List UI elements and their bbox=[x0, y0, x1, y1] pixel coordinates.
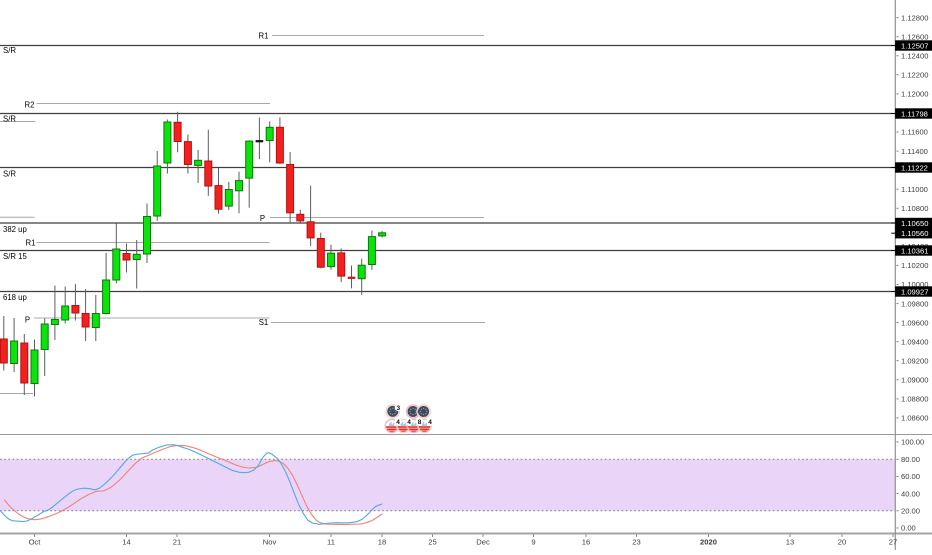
svg-text:80.00: 80.00 bbox=[901, 455, 920, 464]
svg-text:4: 4 bbox=[396, 419, 400, 426]
svg-text:1.11400: 1.11400 bbox=[901, 147, 928, 156]
svg-text:1.11600: 1.11600 bbox=[901, 128, 928, 137]
svg-text:25: 25 bbox=[428, 538, 436, 547]
svg-text:1.09927: 1.09927 bbox=[901, 287, 928, 296]
svg-text:40.00: 40.00 bbox=[901, 489, 920, 498]
svg-text:1.10650: 1.10650 bbox=[901, 219, 928, 228]
svg-text:11: 11 bbox=[327, 538, 335, 547]
svg-text:1.10000: 1.10000 bbox=[901, 280, 928, 289]
svg-text:1.08600: 1.08600 bbox=[901, 414, 928, 423]
svg-text:P: P bbox=[25, 316, 30, 325]
svg-text:100.00: 100.00 bbox=[901, 438, 924, 447]
svg-text:3: 3 bbox=[396, 405, 400, 412]
svg-text:R1: R1 bbox=[26, 238, 36, 247]
svg-text:8: 8 bbox=[418, 419, 422, 426]
svg-text:R1: R1 bbox=[259, 32, 269, 41]
svg-text:1.11798: 1.11798 bbox=[901, 109, 928, 118]
svg-text:16: 16 bbox=[582, 538, 590, 547]
svg-text:1.09400: 1.09400 bbox=[901, 337, 928, 346]
svg-text:27: 27 bbox=[889, 538, 897, 547]
svg-text:0.00: 0.00 bbox=[901, 524, 916, 533]
svg-text:1.11222: 1.11222 bbox=[901, 163, 928, 172]
svg-text:4: 4 bbox=[407, 419, 411, 426]
svg-text:S1: S1 bbox=[259, 318, 269, 327]
svg-text:618 up: 618 up bbox=[3, 293, 28, 302]
svg-text:1.12200: 1.12200 bbox=[901, 71, 928, 80]
svg-text:S/R 15: S/R 15 bbox=[3, 252, 27, 261]
svg-text:20.00: 20.00 bbox=[901, 507, 920, 516]
svg-text:1.09200: 1.09200 bbox=[901, 356, 928, 365]
svg-text:S/R: S/R bbox=[3, 169, 16, 178]
svg-text:1.12000: 1.12000 bbox=[901, 90, 928, 99]
svg-text:S/R: S/R bbox=[3, 46, 16, 55]
svg-text:1.08800: 1.08800 bbox=[901, 395, 928, 404]
svg-text:60.00: 60.00 bbox=[901, 472, 920, 481]
svg-text:382 up: 382 up bbox=[3, 225, 28, 234]
svg-text:1.12400: 1.12400 bbox=[901, 52, 928, 61]
svg-text:Dec: Dec bbox=[476, 538, 490, 547]
svg-text:P: P bbox=[260, 214, 265, 223]
svg-text:R2: R2 bbox=[25, 101, 35, 110]
svg-text:13: 13 bbox=[786, 538, 794, 547]
svg-text:9: 9 bbox=[531, 538, 535, 547]
svg-text:18: 18 bbox=[378, 538, 386, 547]
svg-text:1.10200: 1.10200 bbox=[901, 261, 928, 270]
svg-text:20: 20 bbox=[838, 538, 846, 547]
svg-text:1.09800: 1.09800 bbox=[901, 299, 928, 308]
svg-text:1.12507: 1.12507 bbox=[901, 41, 928, 50]
svg-text:23: 23 bbox=[632, 538, 640, 547]
svg-text:2020: 2020 bbox=[700, 538, 717, 547]
svg-text:S/R: S/R bbox=[3, 114, 16, 123]
svg-text:1.10361: 1.10361 bbox=[901, 246, 928, 255]
svg-text:1.10800: 1.10800 bbox=[901, 204, 928, 213]
svg-text:Oct: Oct bbox=[29, 538, 42, 547]
svg-text:1.10560: 1.10560 bbox=[901, 229, 928, 238]
svg-text:1.09600: 1.09600 bbox=[901, 318, 928, 327]
svg-text:1.11000: 1.11000 bbox=[901, 185, 928, 194]
svg-text:1.12800: 1.12800 bbox=[901, 13, 928, 22]
svg-text:21: 21 bbox=[173, 538, 181, 547]
svg-text:1.09000: 1.09000 bbox=[901, 376, 928, 385]
svg-text:14: 14 bbox=[122, 538, 130, 547]
svg-text:Nov: Nov bbox=[263, 538, 277, 547]
svg-text:4: 4 bbox=[428, 419, 432, 426]
svg-text:1.12600: 1.12600 bbox=[901, 32, 928, 41]
